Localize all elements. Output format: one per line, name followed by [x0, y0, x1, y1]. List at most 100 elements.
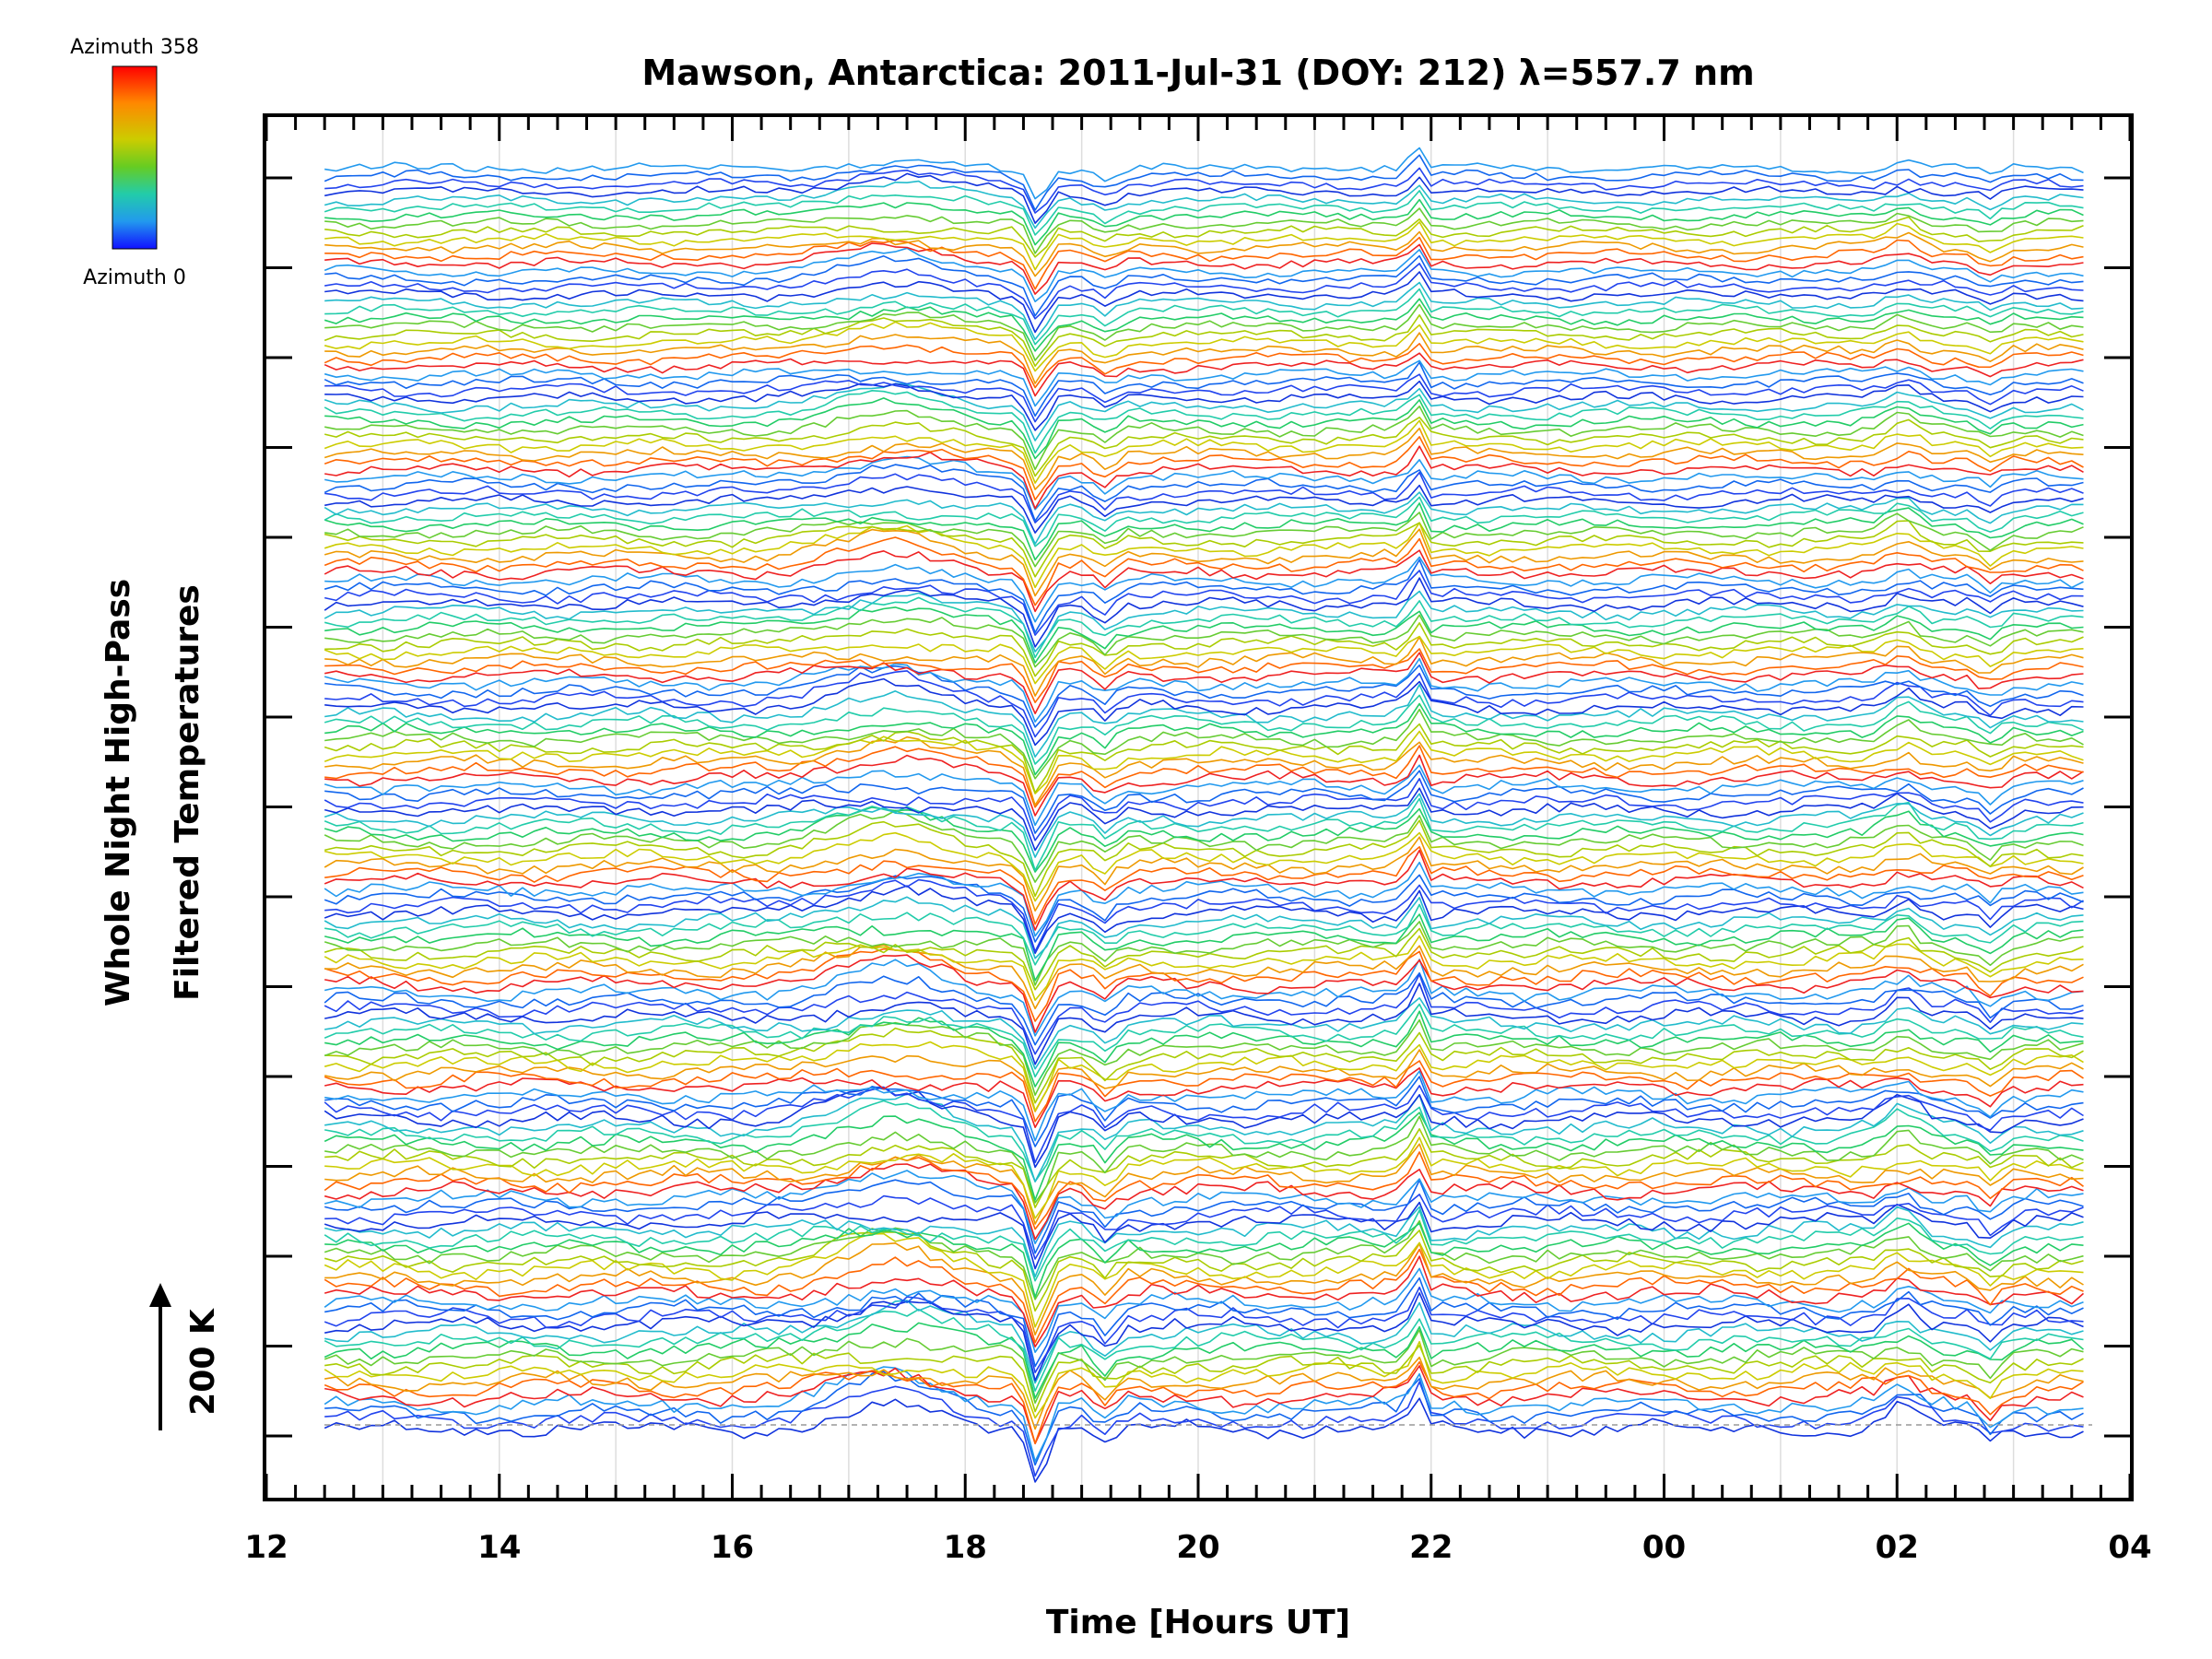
series-line — [324, 382, 2084, 441]
series-line — [324, 520, 2084, 578]
series-line — [324, 846, 2084, 925]
chart-title: Mawson, Antarctica: 2011-Jul-31 (DOY: 21… — [641, 53, 1754, 93]
x-tick-labels: 12 14 16 18 20 22 00 02 04 — [244, 1529, 2151, 1566]
series-line — [324, 314, 2084, 367]
y-axis-label-line2: Filtered Temperatures — [169, 584, 206, 1001]
series-line — [324, 935, 2084, 1001]
series-line — [324, 1230, 2084, 1312]
series-line — [324, 298, 2084, 352]
series-line — [324, 271, 2084, 334]
series-line — [324, 254, 2084, 317]
series-line — [324, 831, 2084, 902]
series-line — [324, 147, 2084, 200]
x-tick-label: 16 — [711, 1529, 754, 1566]
series-line — [324, 288, 2084, 346]
x-tick-label: 22 — [1409, 1529, 1453, 1566]
series-line — [324, 1003, 2084, 1078]
series-line — [324, 764, 2084, 827]
series-line — [324, 809, 2084, 883]
series-line — [324, 522, 2084, 589]
series-line — [324, 708, 2084, 780]
series-line — [324, 1356, 2084, 1430]
series-line — [324, 793, 2084, 858]
x-tick-label: 14 — [477, 1529, 521, 1566]
series-line — [324, 496, 2084, 547]
x-tick-label: 20 — [1176, 1529, 1219, 1566]
x-tick-label: 18 — [944, 1529, 987, 1566]
series-line — [324, 1286, 2084, 1373]
series-line — [324, 723, 2084, 794]
series-line — [324, 230, 2084, 277]
series-line — [324, 221, 2084, 271]
series-line — [324, 670, 2084, 738]
series-line — [324, 996, 2084, 1070]
series-line — [324, 512, 2084, 568]
series-line — [324, 1086, 2084, 1169]
series-line — [324, 207, 2084, 254]
series-line — [324, 702, 2084, 776]
series-line — [324, 154, 2084, 211]
x-axis-label: Time [Hours UT] — [1046, 1604, 1350, 1641]
x-tick-label: 12 — [244, 1529, 288, 1566]
series-line — [324, 380, 2084, 431]
series-line — [324, 352, 2084, 397]
series-line — [324, 1179, 2084, 1254]
series-line — [324, 944, 2084, 1010]
series-line — [324, 973, 2084, 1055]
x-tick-label: 00 — [1642, 1529, 1686, 1566]
series-line — [324, 730, 2084, 794]
series-line — [324, 536, 2084, 606]
series-line — [324, 684, 2084, 758]
series-line — [324, 417, 2084, 477]
series-line — [324, 1085, 2084, 1164]
series-line — [324, 1076, 2084, 1147]
series-group — [324, 147, 2085, 1483]
colorbar: Azimuth 358 Azimuth 0 — [70, 36, 199, 289]
series-line — [324, 1010, 2084, 1088]
series-line — [324, 652, 2084, 714]
series-line — [324, 1112, 2084, 1201]
series-line — [324, 1248, 2084, 1344]
series-line — [324, 819, 2084, 898]
series-line — [324, 1381, 2084, 1477]
series-line — [324, 806, 2084, 873]
scale-bar-label: 200 K — [184, 1308, 222, 1416]
series-line — [324, 947, 2084, 1022]
series-line — [324, 874, 2084, 943]
series-line — [324, 1219, 2084, 1300]
series-line — [324, 502, 2084, 561]
series-line — [324, 861, 2084, 937]
series-line — [324, 648, 2084, 703]
series-line — [324, 559, 2084, 634]
series-line — [324, 397, 2084, 460]
y-axis-label: Whole Night High-Pass Filtered Temperatu… — [100, 579, 206, 1006]
colorbar-top-label: Azimuth 358 — [70, 36, 199, 59]
series-line — [324, 982, 2084, 1065]
series-line — [324, 343, 2084, 389]
series-line — [324, 657, 2084, 723]
series-line — [324, 528, 2084, 597]
series-line — [324, 1128, 2084, 1208]
series-line — [324, 754, 2084, 817]
series-line — [324, 577, 2084, 648]
series-line — [324, 921, 2084, 986]
series-line — [324, 484, 2084, 534]
series-line — [324, 436, 2084, 500]
series-line — [324, 1194, 2084, 1260]
series-line — [324, 596, 2084, 659]
series-line — [324, 1201, 2084, 1270]
series-line — [324, 216, 2084, 258]
series-line — [324, 549, 2084, 613]
series-line — [324, 1115, 2084, 1204]
series-line — [324, 167, 2084, 214]
series-line — [324, 1027, 2084, 1104]
series-line — [324, 180, 2084, 229]
series-line — [324, 1151, 2084, 1230]
series-line — [324, 1067, 2084, 1128]
series-line — [324, 1041, 2084, 1112]
series-line — [324, 694, 2084, 765]
series-line — [324, 903, 2084, 966]
series-line — [324, 745, 2084, 808]
colorbar-gradient — [112, 65, 158, 250]
